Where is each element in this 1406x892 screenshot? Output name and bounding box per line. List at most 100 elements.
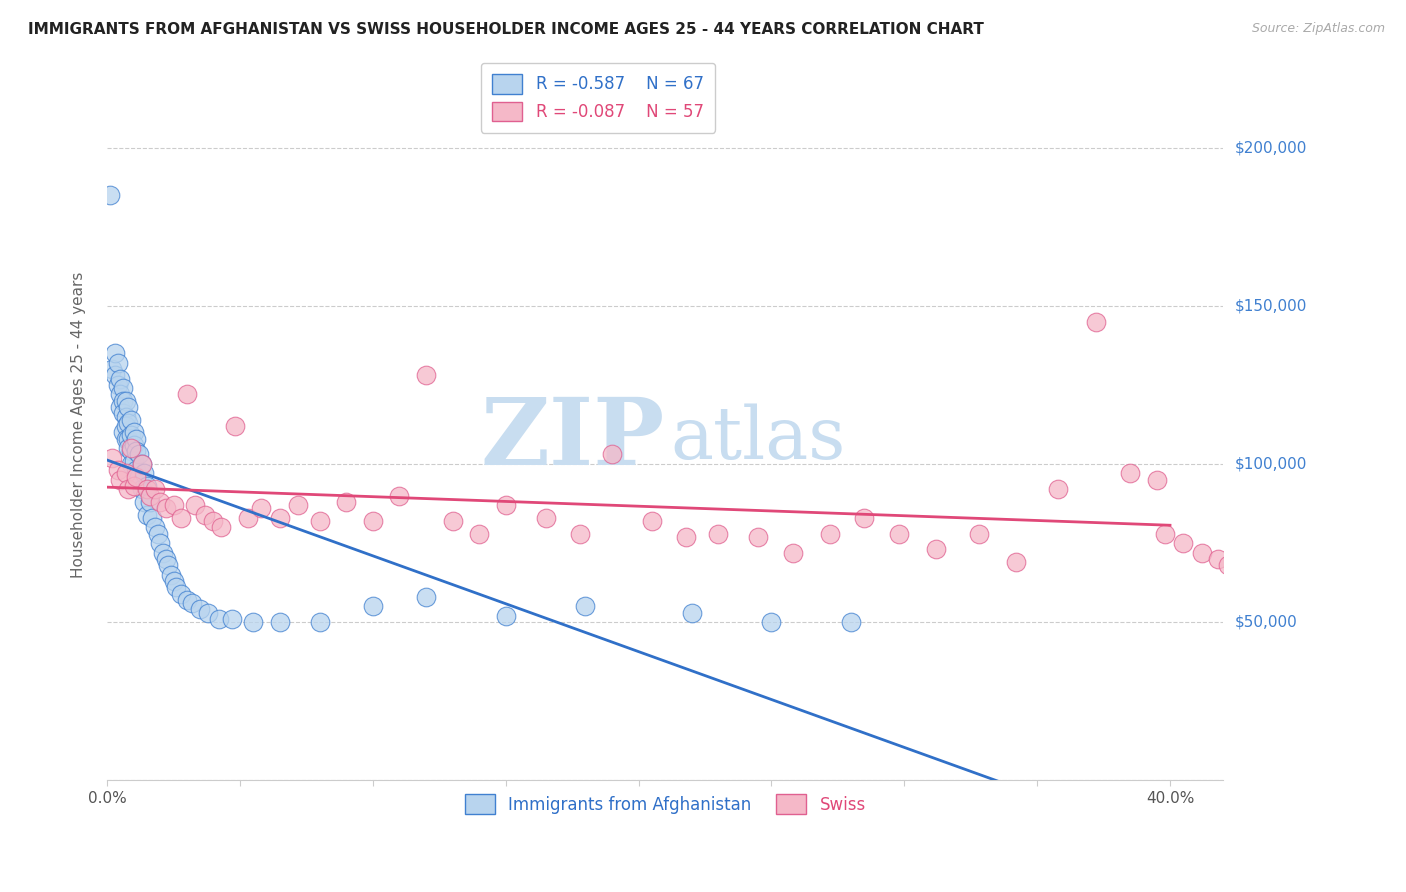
Point	[117, 416, 139, 430]
Point	[131, 457, 153, 471]
Point	[134, 495, 156, 509]
Point	[308, 615, 330, 629]
Point	[887, 526, 910, 541]
Point	[641, 514, 664, 528]
Point	[110, 387, 132, 401]
Point	[98, 188, 121, 202]
Point	[120, 428, 142, 442]
Point	[415, 590, 437, 604]
Point	[1153, 526, 1175, 541]
Point	[128, 469, 150, 483]
Point	[194, 508, 217, 522]
Point	[361, 514, 384, 528]
Point	[120, 457, 142, 471]
Point	[111, 406, 134, 420]
Point	[155, 501, 177, 516]
Point	[110, 371, 132, 385]
Point	[1047, 482, 1070, 496]
Point	[107, 356, 129, 370]
Point	[136, 482, 159, 496]
Point	[114, 432, 136, 446]
Point	[967, 526, 990, 541]
Text: $50,000: $50,000	[1234, 615, 1296, 630]
Point	[1119, 467, 1142, 481]
Text: ZIP: ZIP	[481, 393, 665, 483]
Point	[125, 444, 148, 458]
Point	[170, 587, 193, 601]
Point	[122, 438, 145, 452]
Point	[134, 467, 156, 481]
Point	[1173, 536, 1195, 550]
Point	[155, 552, 177, 566]
Point	[114, 409, 136, 424]
Point	[1084, 315, 1107, 329]
Point	[122, 454, 145, 468]
Point	[117, 400, 139, 414]
Point	[131, 457, 153, 471]
Text: IMMIGRANTS FROM AFGHANISTAN VS SWISS HOUSEHOLDER INCOME AGES 25 - 44 YEARS CORRE: IMMIGRANTS FROM AFGHANISTAN VS SWISS HOU…	[28, 22, 984, 37]
Point	[242, 615, 264, 629]
Point	[925, 542, 948, 557]
Point	[125, 463, 148, 477]
Legend: Immigrants from Afghanistan, Swiss: Immigrants from Afghanistan, Swiss	[453, 783, 877, 825]
Point	[136, 479, 159, 493]
Point	[415, 368, 437, 383]
Point	[170, 510, 193, 524]
Text: $100,000: $100,000	[1234, 457, 1306, 472]
Point	[104, 346, 127, 360]
Point	[176, 387, 198, 401]
Point	[441, 514, 464, 528]
Point	[468, 526, 491, 541]
Point	[495, 608, 517, 623]
Point	[122, 479, 145, 493]
Text: atlas: atlas	[671, 403, 846, 474]
Point	[128, 447, 150, 461]
Point	[125, 469, 148, 483]
Point	[287, 498, 309, 512]
Point	[853, 510, 876, 524]
Point	[208, 612, 231, 626]
Point	[160, 567, 183, 582]
Point	[120, 441, 142, 455]
Text: $150,000: $150,000	[1234, 298, 1306, 313]
Point	[707, 526, 730, 541]
Point	[600, 447, 623, 461]
Point	[176, 593, 198, 607]
Point	[117, 432, 139, 446]
Point	[149, 495, 172, 509]
Point	[110, 400, 132, 414]
Text: $200,000: $200,000	[1234, 140, 1306, 155]
Point	[152, 545, 174, 559]
Point	[111, 381, 134, 395]
Point	[138, 489, 160, 503]
Point	[181, 596, 204, 610]
Point	[839, 615, 862, 629]
Point	[117, 441, 139, 455]
Point	[162, 574, 184, 588]
Point	[120, 444, 142, 458]
Point	[107, 463, 129, 477]
Point	[221, 612, 243, 626]
Point	[361, 599, 384, 614]
Point	[1206, 552, 1229, 566]
Point	[138, 495, 160, 509]
Point	[747, 530, 769, 544]
Point	[107, 377, 129, 392]
Point	[681, 606, 703, 620]
Point	[114, 419, 136, 434]
Point	[495, 498, 517, 512]
Point	[143, 482, 166, 496]
Point	[149, 536, 172, 550]
Point	[224, 419, 246, 434]
Point	[534, 510, 557, 524]
Point	[675, 530, 697, 544]
Point	[1146, 473, 1168, 487]
Point	[269, 510, 291, 524]
Point	[250, 501, 273, 516]
Point	[120, 412, 142, 426]
Point	[110, 473, 132, 487]
Point	[202, 514, 225, 528]
Point	[308, 514, 330, 528]
Point	[569, 526, 592, 541]
Point	[143, 520, 166, 534]
